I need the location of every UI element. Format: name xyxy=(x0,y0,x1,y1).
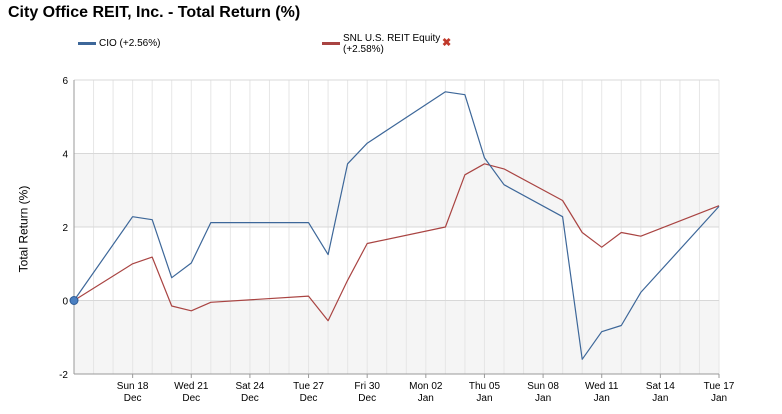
x-tick-label-month: Jan xyxy=(594,393,610,404)
legend-item-snl[interactable]: SNL U.S. REIT Equity (+2.58%) xyxy=(322,33,453,55)
plot-band xyxy=(74,300,719,374)
x-tick-label-month: Jan xyxy=(418,393,434,404)
x-tick-label-month: Jan xyxy=(652,393,668,404)
x-tick-label: Tue 17 xyxy=(704,381,735,392)
y-tick-label: 2 xyxy=(62,223,68,234)
y-tick-label: 0 xyxy=(62,297,68,308)
y-tick-label: 4 xyxy=(62,150,68,161)
plot-band xyxy=(74,80,719,154)
x-tick-label: Sat 24 xyxy=(235,381,264,392)
x-tick-label: Wed 21 xyxy=(174,381,209,392)
x-tick-label-month: Dec xyxy=(358,393,376,404)
close-x-icon[interactable]: ✖ xyxy=(442,37,452,49)
plot-band xyxy=(74,227,719,301)
series-line-cio xyxy=(73,91,720,360)
x-tick-label: Sun 18 xyxy=(117,381,149,392)
x-tick-label-month: Jan xyxy=(535,393,551,404)
series-line-snl xyxy=(73,163,720,322)
chart-title: City Office REIT, Inc. - Total Return (%… xyxy=(8,4,301,21)
y-tick-label: 6 xyxy=(62,76,68,87)
x-tick-label-month: Jan xyxy=(476,393,492,404)
x-tick-label: Sun 08 xyxy=(527,381,559,392)
legend-swatch-snl xyxy=(322,42,340,45)
x-tick-label: Wed 11 xyxy=(585,381,619,392)
x-tick-label: Fri 30 xyxy=(354,381,380,392)
x-tick-label: Sat 14 xyxy=(646,381,675,392)
legend-label-cio: CIO (+2.56%) xyxy=(99,38,161,49)
legend-item-cio[interactable]: CIO (+2.56%) xyxy=(78,38,160,49)
x-tick-label: Tue 27 xyxy=(293,381,324,392)
plot-band xyxy=(74,153,719,227)
legend-label-snl: SNL U.S. REIT Equity (+2.58%) xyxy=(343,33,441,55)
legend-swatch-cio xyxy=(78,42,96,45)
x-tick-label: Mon 02 xyxy=(409,381,443,392)
x-tick-label-month: Dec xyxy=(182,393,200,404)
series-start-marker xyxy=(69,296,79,305)
x-tick-label-month: Dec xyxy=(241,393,259,404)
x-tick-label: Thu 05 xyxy=(469,381,501,392)
x-tick-label-month: Jan xyxy=(711,393,727,404)
y-tick-label: -2 xyxy=(59,370,68,381)
x-tick-label-month: Dec xyxy=(124,393,142,404)
x-tick-label-month: Dec xyxy=(300,393,318,404)
